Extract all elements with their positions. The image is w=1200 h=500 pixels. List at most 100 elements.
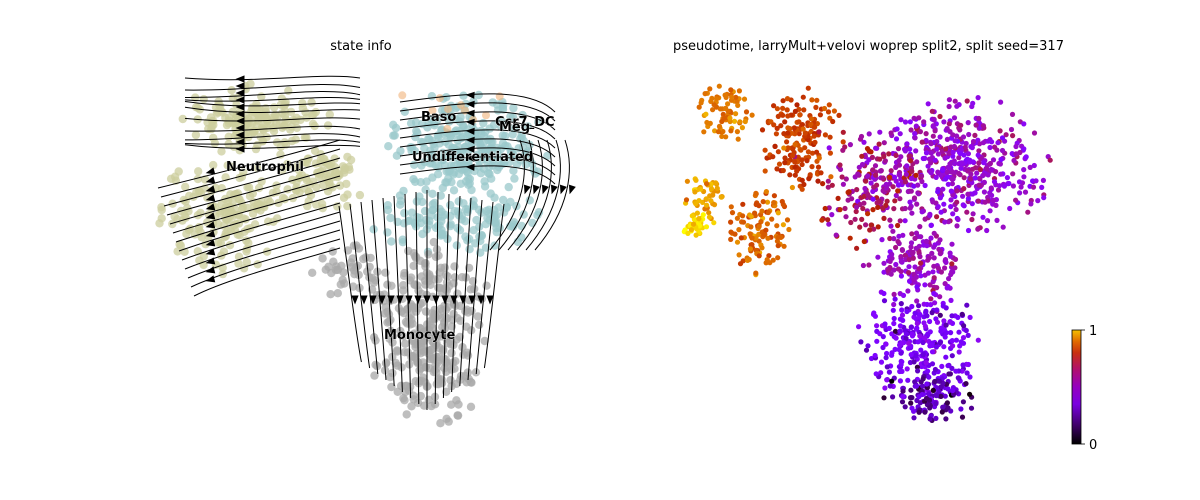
velocity-streamline bbox=[399, 111, 556, 131]
pseudotime-point bbox=[1033, 178, 1039, 184]
pseudotime-point bbox=[796, 119, 802, 125]
pseudotime-point bbox=[964, 370, 970, 376]
pseudotime-point bbox=[947, 319, 953, 325]
pseudotime-point bbox=[1031, 162, 1037, 169]
pseudotime-point bbox=[917, 224, 923, 230]
pseudotime-point bbox=[775, 113, 781, 119]
cell-point bbox=[369, 225, 378, 234]
cell-point bbox=[391, 123, 401, 133]
pseudotime-point bbox=[959, 311, 965, 317]
cell-point bbox=[446, 200, 455, 210]
cell-point bbox=[292, 113, 301, 123]
pseudotime-point bbox=[785, 113, 791, 119]
cell-point bbox=[411, 377, 420, 386]
pseudotime-point bbox=[880, 344, 886, 351]
pseudotime-point bbox=[928, 169, 934, 175]
pseudotime-point bbox=[950, 343, 956, 349]
cell-point bbox=[487, 174, 496, 183]
pseudotime-point bbox=[709, 95, 715, 101]
cell-point bbox=[347, 262, 356, 272]
pseudotime-point bbox=[743, 109, 750, 115]
pseudotime-point bbox=[997, 128, 1003, 134]
cell-point bbox=[173, 247, 182, 256]
pseudotime-point bbox=[949, 313, 955, 319]
cell-point bbox=[467, 185, 476, 195]
velocity-arrowhead bbox=[235, 145, 245, 153]
cell-point bbox=[367, 273, 377, 282]
pseudotime-point bbox=[886, 369, 893, 375]
pseudotime-point bbox=[780, 105, 786, 111]
pseudotime-point bbox=[922, 409, 928, 415]
pseudotime-point bbox=[917, 333, 923, 339]
pseudotime-point bbox=[696, 198, 702, 204]
pseudotime-point bbox=[931, 263, 937, 269]
cell-point bbox=[381, 268, 390, 277]
velocity-streamline bbox=[382, 197, 395, 387]
velocity-arrowhead bbox=[205, 257, 216, 265]
cell-point bbox=[295, 173, 304, 182]
pseudotime-point bbox=[888, 223, 894, 229]
pseudotime-point bbox=[900, 394, 906, 400]
pseudotime-point bbox=[895, 188, 901, 194]
velocity-streamline bbox=[190, 238, 341, 288]
pseudotime-point bbox=[775, 243, 781, 249]
pseudotime-point bbox=[708, 198, 714, 204]
cell-point bbox=[370, 371, 379, 380]
pseudotime-point bbox=[881, 290, 887, 297]
pseudotime-point bbox=[792, 159, 798, 165]
pseudotime-point bbox=[884, 350, 890, 357]
pseudotime-point bbox=[891, 236, 897, 242]
pseudotime-point bbox=[711, 102, 717, 108]
cell-point bbox=[219, 247, 229, 256]
pseudotime-point bbox=[999, 147, 1006, 154]
pseudotime-point bbox=[960, 134, 967, 140]
pseudotime-point bbox=[946, 103, 952, 110]
cell-point bbox=[506, 112, 515, 121]
pseudotime-point bbox=[908, 175, 915, 182]
cell-point bbox=[196, 208, 205, 218]
pseudotime-point bbox=[872, 163, 879, 169]
pseudotime-point bbox=[987, 208, 993, 214]
cell-point bbox=[366, 253, 375, 263]
pseudotime-point bbox=[975, 152, 981, 158]
pseudotime-point bbox=[964, 98, 970, 104]
pseudotime-point bbox=[801, 107, 807, 113]
pseudotime-point bbox=[887, 217, 893, 223]
cell-point bbox=[401, 387, 410, 397]
cell-point bbox=[406, 302, 415, 311]
pseudotime-point bbox=[886, 325, 892, 331]
cell-point bbox=[310, 146, 320, 156]
pseudotime-point bbox=[1027, 164, 1033, 170]
velocity-arrowhead bbox=[205, 194, 216, 202]
pseudotime-point bbox=[930, 199, 936, 205]
cell-point bbox=[428, 173, 437, 182]
state-info-scatter-panel: Baso Ccr7_DC Meg Undifferentiated Neutro… bbox=[155, 75, 576, 428]
pseudotime-point bbox=[982, 199, 988, 205]
pseudotime-point bbox=[903, 331, 909, 337]
pseudotime-point bbox=[794, 168, 800, 174]
pseudotime-point bbox=[958, 406, 964, 412]
cell-point bbox=[518, 143, 528, 152]
pseudotime-point bbox=[998, 99, 1004, 105]
cell-point bbox=[534, 208, 544, 217]
pseudotime-point bbox=[935, 151, 942, 157]
velocity-arrowhead bbox=[369, 295, 377, 305]
pseudotime-point bbox=[914, 298, 920, 304]
cell-point bbox=[447, 348, 456, 358]
cell-point bbox=[480, 336, 489, 346]
cell-point bbox=[418, 345, 427, 354]
pseudotime-point bbox=[963, 381, 969, 387]
pseudotime-point bbox=[722, 105, 729, 112]
velocity-arrowhead bbox=[235, 117, 245, 125]
velocity-streamline bbox=[399, 102, 556, 122]
pseudotime-point bbox=[821, 105, 828, 112]
pseudotime-point bbox=[902, 179, 909, 185]
pseudotime-point bbox=[893, 164, 899, 170]
pseudotime-point bbox=[909, 303, 915, 310]
pseudotime-point bbox=[945, 386, 951, 392]
pseudotime-point bbox=[881, 260, 887, 266]
velocity-arrowhead bbox=[205, 230, 216, 238]
pseudotime-point bbox=[977, 166, 984, 173]
pseudotime-point bbox=[943, 259, 949, 265]
pseudotime-point bbox=[949, 365, 955, 371]
